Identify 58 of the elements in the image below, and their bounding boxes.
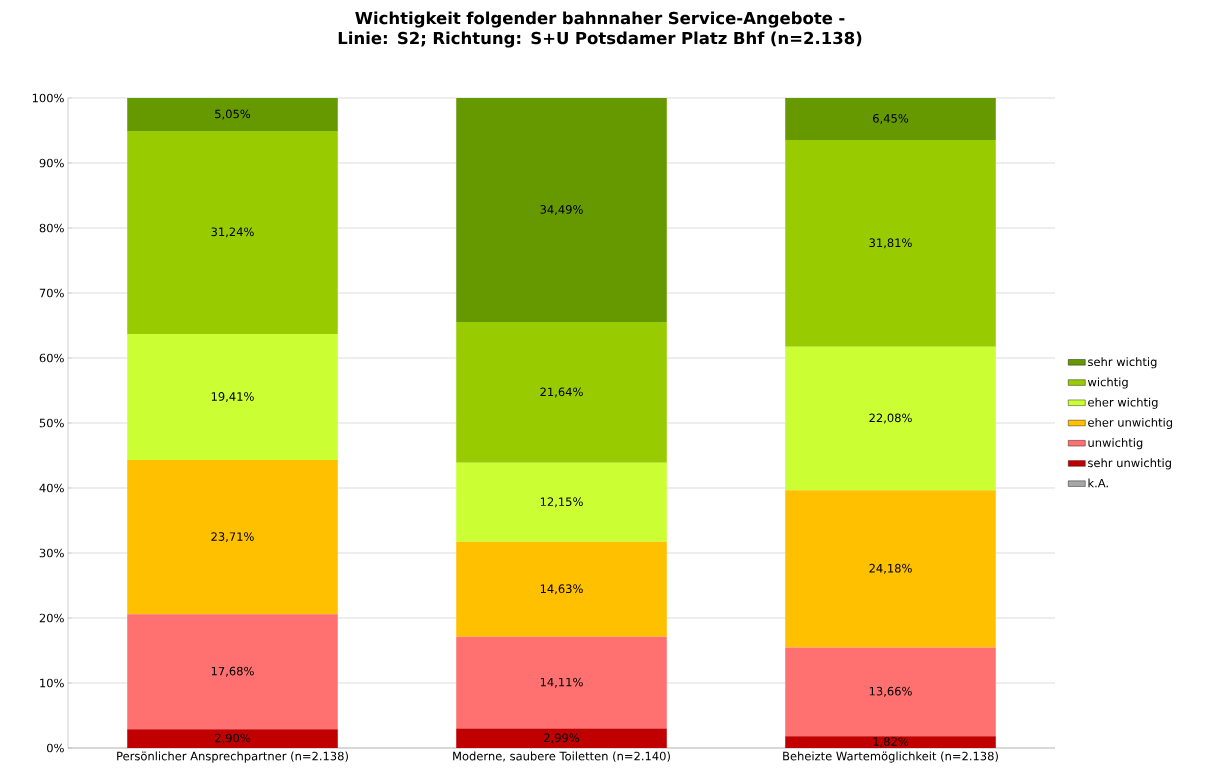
data-label: 34,49% [540, 205, 583, 215]
bar [456, 541, 667, 637]
bar [785, 647, 996, 737]
bar [127, 333, 338, 461]
bar [456, 728, 667, 748]
legend-label: eher unwichtig [1088, 417, 1173, 430]
data-label: 31,81% [869, 238, 912, 249]
data-label: 12,15% [540, 497, 583, 508]
x-tick-label: Persönlicher Ansprechpartner (n=2.138) [117, 751, 348, 763]
bar [785, 490, 996, 648]
legend-label: sehr unwichtig [1088, 458, 1171, 470]
legend-label: eher wichtig [1088, 397, 1158, 409]
data-label: 19,41% [211, 392, 254, 402]
bar [456, 322, 667, 463]
data-label: 1,82% [873, 737, 909, 748]
data-label: 6,45% [873, 114, 909, 124]
y-tick-label: 90% [39, 158, 64, 168]
y-tick-label: 30% [39, 548, 64, 558]
legend-label: k.A. [1088, 478, 1108, 488]
data-label: 23,71% [211, 532, 254, 543]
x-tick-label: Beheizte Wartemöglichkeit (n=2.138) [783, 751, 998, 763]
bar [456, 636, 667, 729]
chart-title: Wichtigkeit folgender bahnnaher Service-Angebote - Linie: S2; Richtung: S+U Potsdamer Platz Bhf (n=2.138) [338, 11, 862, 48]
data-label: 13,66% [869, 686, 912, 697]
bar [456, 97, 667, 323]
data-label: 17,68% [211, 666, 254, 677]
bar [127, 460, 338, 615]
data-label: 14,11% [540, 677, 583, 688]
x-tick-label: Moderne, saubere Toiletten (n=2.140) [453, 751, 670, 762]
legend-label: sehr wichtig [1088, 357, 1157, 369]
y-tick-label: 50% [39, 418, 64, 428]
data-label: 31,24% [211, 227, 254, 238]
data-label: 5,05% [215, 109, 251, 120]
y-tick-label: 10% [40, 678, 64, 688]
bar [127, 98, 338, 131]
data-label: 14,63% [540, 584, 583, 595]
data-label: 22,08% [869, 413, 912, 424]
y-tick-label: 100% [32, 93, 64, 103]
y-tick-label: 40% [39, 483, 64, 493]
y-tick-label: 0% [47, 743, 64, 753]
data-label: 2,99% [544, 733, 580, 744]
y-tick-label: 60% [39, 353, 64, 363]
bar [127, 130, 338, 334]
bar [456, 462, 667, 542]
data-label: 2,90% [215, 733, 251, 744]
y-tick-label: 20% [39, 613, 64, 623]
y-tick-label: 80% [39, 223, 64, 233]
data-label: 21,64% [540, 387, 583, 398]
bar [127, 614, 338, 730]
bar [127, 729, 338, 748]
legend-label: wichtig [1087, 377, 1128, 389]
bar [785, 736, 996, 748]
data-label: 24,18% [869, 563, 912, 574]
bar [785, 346, 996, 491]
bar [785, 139, 996, 347]
bar [785, 97, 996, 140]
legend-label: unwichtig [1088, 438, 1143, 450]
y-tick-label: 70% [39, 288, 64, 298]
